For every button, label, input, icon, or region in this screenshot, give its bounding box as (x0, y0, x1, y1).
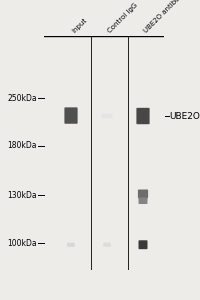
FancyBboxPatch shape (102, 114, 112, 118)
Text: 180kDa: 180kDa (8, 142, 37, 151)
FancyBboxPatch shape (67, 243, 75, 247)
Text: Input: Input (71, 17, 88, 34)
Text: Control IgG: Control IgG (107, 2, 139, 34)
Text: UBE2O: UBE2O (170, 112, 200, 121)
FancyBboxPatch shape (64, 107, 78, 124)
Text: 250kDa: 250kDa (7, 94, 37, 103)
FancyBboxPatch shape (103, 243, 111, 247)
Text: UBE2O antibody: UBE2O antibody (143, 0, 187, 34)
FancyBboxPatch shape (136, 108, 150, 124)
FancyBboxPatch shape (138, 240, 148, 249)
Text: 100kDa: 100kDa (7, 238, 37, 247)
FancyBboxPatch shape (138, 197, 148, 204)
Text: 130kDa: 130kDa (7, 190, 37, 200)
FancyBboxPatch shape (138, 190, 148, 198)
